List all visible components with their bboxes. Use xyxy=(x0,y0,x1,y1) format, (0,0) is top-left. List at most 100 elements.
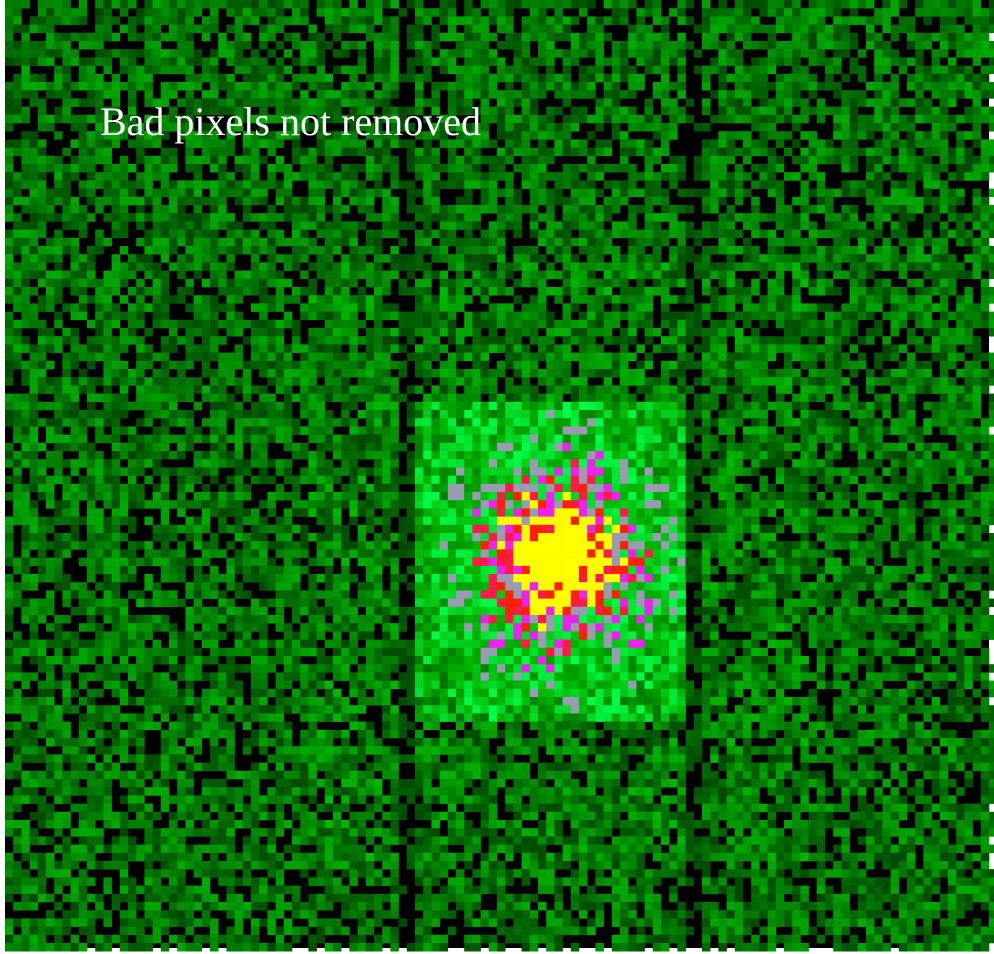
pixel xyxy=(30,164,38,173)
pixel xyxy=(964,8,973,17)
pixel xyxy=(464,279,473,288)
pixel xyxy=(79,139,88,148)
pixel xyxy=(891,123,900,132)
pixel xyxy=(308,410,317,419)
pixel xyxy=(103,361,112,370)
pixel xyxy=(87,336,96,345)
pixel xyxy=(776,410,785,419)
pixel xyxy=(579,295,588,304)
pixel xyxy=(866,435,875,444)
pixel xyxy=(882,353,891,362)
pixel xyxy=(825,262,834,271)
pixel xyxy=(587,246,596,255)
pixel xyxy=(784,336,793,345)
pixel xyxy=(349,295,358,304)
pixel xyxy=(136,287,145,296)
pixel xyxy=(153,369,162,378)
pixel xyxy=(415,312,424,321)
pixel xyxy=(481,25,490,33)
pixel xyxy=(809,246,818,255)
pixel xyxy=(923,0,932,9)
pixel xyxy=(743,0,752,9)
pixel xyxy=(866,123,875,132)
pixel xyxy=(776,98,785,107)
pixel xyxy=(841,377,850,386)
pixel xyxy=(423,164,432,173)
pixel xyxy=(95,16,104,25)
pixel xyxy=(653,394,662,403)
pixel xyxy=(235,197,244,206)
pixel xyxy=(440,0,449,9)
pixel xyxy=(251,320,260,329)
pixel xyxy=(251,213,260,222)
pixel xyxy=(112,369,121,378)
pixel xyxy=(645,107,654,116)
pixel xyxy=(546,369,555,378)
pixel xyxy=(809,57,818,66)
pixel xyxy=(620,254,629,263)
pixel xyxy=(5,377,14,386)
pixel xyxy=(448,410,457,419)
pixel xyxy=(833,90,842,99)
pixel xyxy=(833,418,842,427)
pixel xyxy=(964,410,973,419)
pixel xyxy=(513,394,522,403)
pixel xyxy=(546,33,555,42)
pixel xyxy=(530,279,539,288)
pixel xyxy=(366,418,375,427)
pixel xyxy=(735,148,744,157)
pixel xyxy=(874,107,883,116)
pixel xyxy=(776,180,785,189)
pixel xyxy=(317,410,326,419)
pixel xyxy=(38,172,47,181)
pixel xyxy=(546,197,555,206)
pixel xyxy=(95,312,104,321)
pixel xyxy=(850,262,859,271)
pixel xyxy=(981,312,990,321)
pixel xyxy=(522,328,531,337)
pixel xyxy=(399,180,408,189)
pixel xyxy=(423,8,432,17)
pixel xyxy=(333,25,342,33)
pixel xyxy=(54,238,63,247)
pixel xyxy=(292,41,301,50)
pixel xyxy=(768,435,777,444)
pixel xyxy=(932,385,941,394)
pixel xyxy=(62,361,71,370)
pixel xyxy=(612,312,621,321)
pixel xyxy=(136,336,145,345)
pixel xyxy=(759,385,768,394)
pixel xyxy=(702,33,711,42)
pixel xyxy=(628,41,637,50)
pixel xyxy=(973,49,982,58)
pixel xyxy=(636,361,645,370)
pixel xyxy=(464,344,473,353)
pixel xyxy=(915,205,924,214)
pixel xyxy=(62,369,71,378)
pixel xyxy=(743,303,752,312)
pixel xyxy=(423,230,432,239)
pixel xyxy=(13,328,22,337)
pixel xyxy=(21,369,30,378)
pixel xyxy=(825,377,834,386)
pixel xyxy=(481,238,490,247)
pixel xyxy=(513,320,522,329)
pixel xyxy=(956,66,965,75)
pixel xyxy=(349,221,358,230)
pixel xyxy=(169,164,178,173)
pixel xyxy=(661,303,670,312)
pixel xyxy=(768,82,777,91)
pixel xyxy=(850,254,859,263)
pixel xyxy=(768,287,777,296)
pixel xyxy=(103,164,112,173)
pixel xyxy=(497,213,506,222)
pixel xyxy=(727,33,736,42)
pixel xyxy=(431,402,440,411)
pixel xyxy=(235,156,244,165)
pixel xyxy=(612,205,621,214)
pixel xyxy=(800,238,809,247)
pixel xyxy=(727,213,736,222)
pixel xyxy=(292,369,301,378)
pixel xyxy=(727,262,736,271)
pixel xyxy=(759,418,768,427)
